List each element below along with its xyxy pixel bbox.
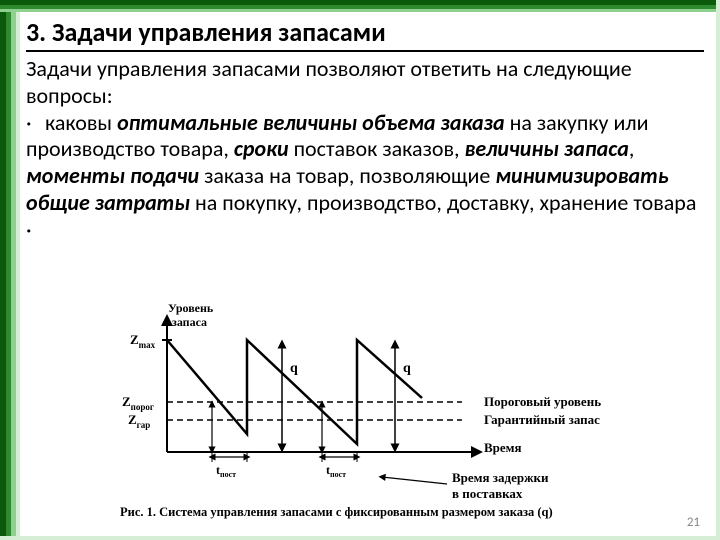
em-sroki: сроки — [234, 135, 289, 162]
t1-label: tпост — [216, 463, 236, 479]
slide-title: 3. Задачи управления запасами — [26, 16, 704, 52]
figure-caption: Рис. 1. Система управления запасами с фи… — [120, 505, 553, 519]
legend-delay-2: в поставках — [452, 486, 523, 501]
intro-line: Задачи управления запасами позволяют отв… — [26, 56, 704, 110]
y-axis-label2: запаса — [172, 315, 207, 329]
bullet-1: · каковы оптимальные величины объема зак… — [26, 110, 704, 217]
t2-label: tпост — [326, 463, 346, 479]
zmax-label: Zmax — [130, 332, 156, 350]
legend-threshold: Пороговый уровень — [484, 394, 601, 409]
em-moment: моменты подачи — [26, 162, 199, 189]
text-frag: на покупку, производство, доставку, хран… — [190, 189, 696, 216]
em-optimal: оптимальные величины объема заказа — [117, 109, 505, 136]
zgar-label: Zгар — [128, 412, 150, 430]
text-frag: каковы — [40, 109, 117, 136]
text-frag: заказа на товар, позволяющие — [199, 162, 495, 189]
legend-guarantee: Гарантийный запас — [484, 412, 600, 427]
bullet-dot: · — [26, 217, 40, 244]
inventory-chart: Уровень запаса q q Zmax — [112, 302, 642, 527]
sawtooth-line — [167, 340, 422, 444]
legend-time: Время — [484, 440, 522, 455]
legend-delay-1: Время задержки — [452, 470, 549, 485]
body-text: Задачи управления запасами позволяют отв… — [26, 56, 704, 244]
q-label-2: q — [403, 361, 411, 376]
q-label-1: q — [290, 361, 298, 376]
y-axis-label: Уровень — [168, 302, 214, 315]
zporog-label: Zпорог — [122, 394, 154, 412]
text-frag: поставок заказов, — [289, 135, 465, 162]
delay-arrow — [382, 477, 447, 484]
text-frag: , — [629, 135, 635, 162]
page-number: 21 — [687, 515, 700, 530]
bullet-dot: · — [26, 110, 40, 137]
em-velzap: величины запаса — [464, 135, 628, 162]
bullet-2: · — [26, 217, 704, 244]
